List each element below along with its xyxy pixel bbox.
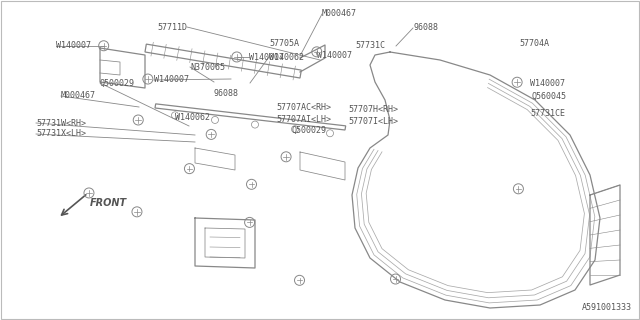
Text: W140062: W140062 [269,52,304,61]
Text: M000467: M000467 [61,92,96,100]
Text: 57704A: 57704A [519,39,549,49]
Text: N370065: N370065 [190,62,225,71]
Text: 57707H<RH>: 57707H<RH> [348,106,398,115]
Text: 57731CE: 57731CE [530,109,565,118]
Text: 57707AI<LH>: 57707AI<LH> [276,115,331,124]
Text: 57707AC<RH>: 57707AC<RH> [276,103,331,113]
Text: Q500029: Q500029 [292,125,327,134]
Text: W140007: W140007 [249,52,284,61]
Text: FRONT: FRONT [90,198,127,208]
Text: W140007: W140007 [154,76,189,84]
Text: Q500029: Q500029 [100,78,135,87]
Text: Q560045: Q560045 [532,92,567,100]
Text: W140062: W140062 [175,114,210,123]
Text: W140007: W140007 [530,78,565,87]
Text: A591001333: A591001333 [582,303,632,312]
Text: W140007: W140007 [317,51,352,60]
Text: 57707I<LH>: 57707I<LH> [348,116,398,125]
Text: W140007: W140007 [56,42,91,51]
Text: 96088: 96088 [214,89,239,98]
Text: 57705A: 57705A [269,38,299,47]
Text: 96088: 96088 [413,23,438,33]
Text: 57731X<LH>: 57731X<LH> [36,130,86,139]
Text: 57731C: 57731C [355,41,385,50]
Text: 57731W<RH>: 57731W<RH> [36,118,86,127]
Text: 57711D: 57711D [157,22,187,31]
Text: M000467: M000467 [322,10,357,19]
